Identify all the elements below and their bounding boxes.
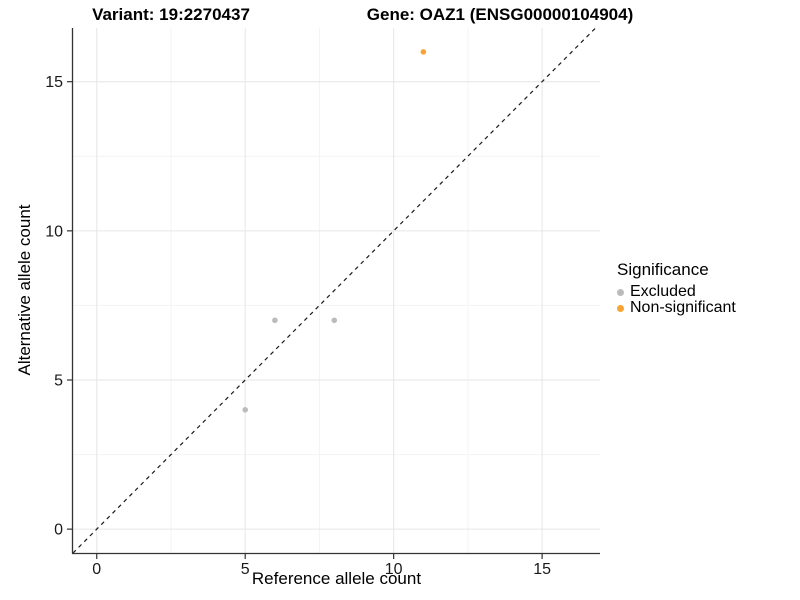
legend-title: Significance bbox=[617, 260, 709, 279]
data-point-excluded bbox=[242, 407, 249, 413]
plot-title-variant: Variant: 19:2270437 bbox=[92, 5, 250, 24]
x-tick-label: 15 bbox=[533, 561, 551, 578]
plot-title-gene: Gene: OAZ1 (ENSG00000104904) bbox=[366, 5, 634, 24]
legend-label-non-significant: Non-significant bbox=[630, 299, 736, 316]
data-point-non-significant bbox=[420, 49, 427, 55]
x-axis-title: Reference allele count bbox=[251, 569, 422, 588]
legend-item-excluded: Excluded bbox=[617, 283, 736, 300]
y-tick-label: 5 bbox=[54, 372, 63, 389]
legend-item-non-significant: Non-significant bbox=[617, 299, 736, 316]
x-tick-label: 5 bbox=[241, 561, 250, 578]
identity-dashed-line bbox=[72, 27, 596, 554]
x-tick-label: 10 bbox=[385, 561, 403, 578]
legend-label-excluded: Excluded bbox=[630, 283, 696, 300]
y-tick-label: 0 bbox=[54, 522, 63, 539]
legend: Significance Excluded Non-significant bbox=[617, 260, 736, 316]
y-tick-label: 15 bbox=[45, 74, 63, 91]
legend-key-non-significant-dot bbox=[617, 304, 624, 312]
x-tick-label: 0 bbox=[92, 561, 101, 578]
data-point-excluded bbox=[331, 317, 338, 324]
legend-key-excluded-dot bbox=[617, 288, 624, 296]
y-tick-label: 10 bbox=[45, 223, 63, 240]
data-point-excluded bbox=[272, 317, 278, 324]
